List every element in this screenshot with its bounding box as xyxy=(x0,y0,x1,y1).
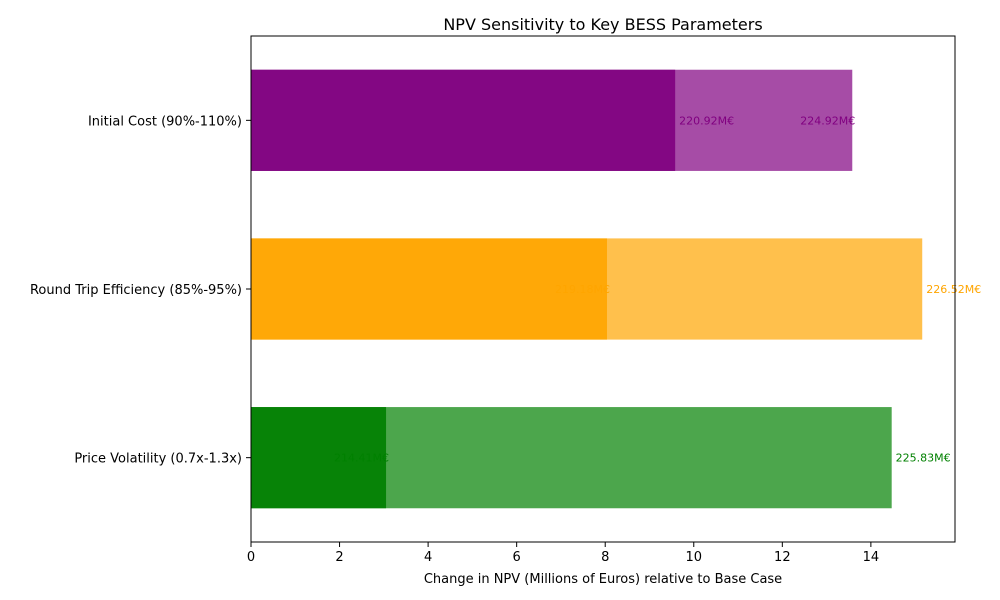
x-tick-label-3: 6 xyxy=(513,550,521,565)
category-label-0: Initial Cost (90%-110%) xyxy=(88,114,242,129)
data-label-low-2: 214.41M€ xyxy=(334,452,389,465)
x-tick-label-1: 2 xyxy=(335,550,343,565)
data-label-low-1: 219.18M€ xyxy=(555,283,610,296)
x-tick-label-0: 0 xyxy=(247,550,255,565)
category-label-2: Price Volatility (0.7x-1.3x) xyxy=(74,452,242,467)
x-axis-label: Change in NPV (Millions of Euros) relati… xyxy=(424,572,782,587)
chart-title: NPV Sensitivity to Key BESS Parameters xyxy=(443,15,762,34)
x-tick-label-4: 8 xyxy=(601,550,609,565)
data-label-high-1: 226.52M€ xyxy=(926,283,981,296)
x-tick-label-5: 10 xyxy=(685,550,702,565)
category-label-1: Round Trip Efficiency (85%-95%) xyxy=(30,283,242,298)
bar-low-0 xyxy=(251,69,676,171)
bar-low-1 xyxy=(251,238,607,340)
x-tick-label-6: 12 xyxy=(774,550,791,565)
x-tick-label-2: 4 xyxy=(424,550,432,565)
data-label-low-0: 220.92M€ xyxy=(679,114,734,127)
data-label-high-0: 224.92M€ xyxy=(800,114,855,127)
x-tick-label-7: 14 xyxy=(863,550,880,565)
data-label-high-2: 225.83M€ xyxy=(896,452,951,465)
bar-low-2 xyxy=(251,407,387,509)
